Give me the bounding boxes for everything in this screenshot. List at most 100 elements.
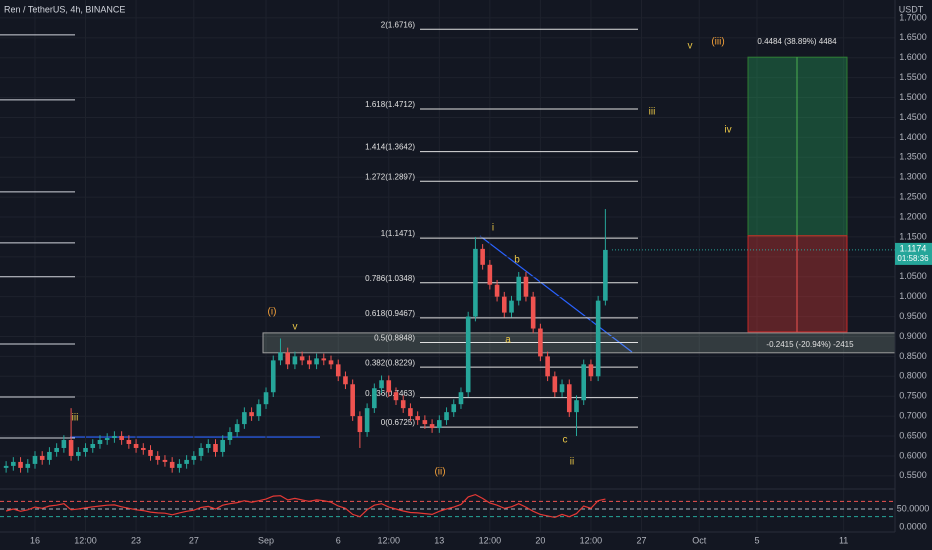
candle-body xyxy=(184,459,189,464)
candle-body xyxy=(278,352,283,361)
y-tick-label: 1.5000 xyxy=(899,92,927,102)
candle-body xyxy=(270,360,276,393)
y-tick-label: 1.3000 xyxy=(899,172,927,182)
candle-body xyxy=(155,455,161,460)
fib-label: 0.236(0.7463) xyxy=(365,389,415,398)
candle-body xyxy=(213,443,218,452)
candle-body xyxy=(25,463,31,468)
candle-body xyxy=(501,296,507,313)
candle-body xyxy=(379,380,384,389)
x-tick-label: 12:00 xyxy=(74,535,97,545)
y-tick-label: 0.9500 xyxy=(899,311,927,321)
wave-label: iii xyxy=(72,413,79,424)
y-tick-label: 0.6500 xyxy=(899,430,927,440)
candle-body xyxy=(581,364,587,401)
fib-label: 0.618(0.9467) xyxy=(365,309,415,318)
oscillator-line xyxy=(5,493,606,519)
wave-label: a xyxy=(505,335,511,346)
y-tick-label: 1.2500 xyxy=(899,191,927,201)
fib-label: 0.786(1.0348) xyxy=(365,274,415,283)
x-tick-label: 27 xyxy=(189,535,199,545)
candle-body xyxy=(552,376,558,393)
candle-body xyxy=(140,447,146,450)
osc-tick-label: 0.0000 xyxy=(899,521,927,531)
wave-label: (ii) xyxy=(434,467,445,478)
candle-body xyxy=(559,384,565,393)
candle-body xyxy=(473,248,478,317)
candle-body xyxy=(242,412,247,425)
candle-body xyxy=(191,455,197,460)
candle-body xyxy=(603,249,608,301)
fib-label: 1(1.1471) xyxy=(381,229,416,238)
y-tick-label: 1.2000 xyxy=(899,211,927,221)
candle-body xyxy=(292,356,298,365)
candle-body xyxy=(566,384,572,413)
candle-body xyxy=(18,461,23,468)
candle-body xyxy=(76,451,81,456)
fib-label: 1.618(1.4712) xyxy=(365,100,415,109)
candle-body xyxy=(90,443,96,448)
y-tick-label: 0.5500 xyxy=(899,470,927,480)
y-tick-label: 0.7500 xyxy=(899,391,927,401)
candle-body xyxy=(54,447,59,452)
y-tick-label: 1.7000 xyxy=(899,12,927,22)
candle-body xyxy=(444,412,449,421)
x-tick-label: 16 xyxy=(30,535,40,545)
candle-body xyxy=(285,352,290,365)
x-tick-label: 13 xyxy=(434,535,444,545)
x-tick-label: 6 xyxy=(336,535,341,545)
wave-label: iii xyxy=(649,107,656,118)
candle-body xyxy=(205,443,211,448)
y-tick-label: 1.0500 xyxy=(899,271,927,281)
candle-body xyxy=(249,412,254,417)
candle-body xyxy=(545,356,550,377)
countdown: 01:58:36 xyxy=(897,254,929,263)
candle-body xyxy=(299,356,305,361)
candle-body xyxy=(429,424,435,429)
candle-body xyxy=(458,392,464,405)
candle-body xyxy=(480,248,485,265)
candle-body xyxy=(595,300,601,377)
x-tick-label: 5 xyxy=(754,535,759,545)
wave-label: v xyxy=(293,322,298,333)
candle-body xyxy=(47,451,52,460)
candle-body xyxy=(321,358,327,361)
wave-label: i xyxy=(492,223,494,234)
currency-label: USDT xyxy=(899,4,924,14)
x-tick-label: Sep xyxy=(258,535,274,545)
y-tick-label: 1.5500 xyxy=(899,72,927,82)
y-tick-label: 1.6000 xyxy=(899,52,927,62)
candle-body xyxy=(177,463,182,468)
x-tick-label: Oct xyxy=(692,535,707,545)
wave-label: c xyxy=(563,435,568,446)
y-tick-label: 0.8000 xyxy=(899,371,927,381)
y-tick-label: 1.1500 xyxy=(899,231,927,241)
x-tick-label: 12:00 xyxy=(580,535,603,545)
candle-body xyxy=(350,384,355,417)
candle-body xyxy=(263,392,269,405)
target-label: 0.4484 (38.89%) 4484 xyxy=(757,37,837,46)
x-tick-label: 11 xyxy=(839,535,848,545)
y-tick-label: 1.3500 xyxy=(899,152,927,162)
candle-body xyxy=(494,284,500,297)
candle-body xyxy=(148,449,153,456)
wave-label: (i) xyxy=(268,307,277,318)
x-tick-label: 20 xyxy=(535,535,545,545)
x-tick-label: 27 xyxy=(636,535,646,545)
candle-body xyxy=(61,440,67,448)
candle-body xyxy=(198,447,204,456)
candle-body xyxy=(97,440,103,444)
price-axis xyxy=(895,0,932,550)
stop-label: -0.2415 (-20.94%) -2415 xyxy=(766,340,854,349)
y-tick-label: 1.0000 xyxy=(899,291,927,301)
last-price-label: 1.1174 xyxy=(900,243,927,253)
candle-body xyxy=(307,360,312,365)
wave-label: ii xyxy=(570,457,574,468)
y-tick-label: 1.6500 xyxy=(899,32,927,42)
candle-body xyxy=(11,461,16,466)
candle-body xyxy=(32,455,38,464)
osc-tick-label: 50.0000 xyxy=(897,503,930,513)
chart-title: Ren / TetherUS, 4h, BINANCE xyxy=(4,4,125,14)
candle-body xyxy=(437,420,442,429)
